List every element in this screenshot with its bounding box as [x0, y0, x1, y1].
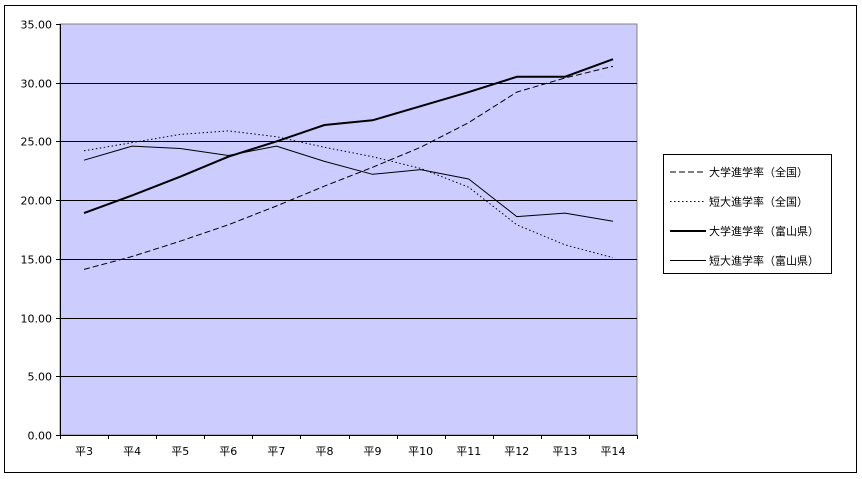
y-tick-label: 5.00 — [28, 371, 53, 384]
x-tick-label: 平8 — [315, 445, 333, 458]
legend-label: 短大進学率（全国） — [709, 195, 808, 209]
plot-area — [59, 23, 638, 436]
y-tick-label: 10.00 — [21, 313, 53, 326]
x-tick-label: 平12 — [504, 445, 529, 458]
grid-lines — [60, 83, 637, 377]
y-axis: 0.00 5.00 10.00 15.00 20.00 25.00 30.00 35.00 — [21, 19, 61, 443]
series-line-4 — [83, 145, 614, 222]
x-tick-label: 平14 — [600, 445, 625, 458]
series-line-2 — [83, 130, 614, 259]
y-tick-label: 35.00 — [21, 19, 53, 32]
x-tick-label: 平10 — [408, 445, 433, 458]
legend: 大学進学率（全国） 短大進学率（全国） 大学進学率（富山県） 短大進学率（富山県） — [670, 165, 819, 268]
y-tick-label: 30.00 — [21, 78, 53, 91]
legend-label: 大学進学率（全国） — [709, 165, 808, 179]
y-tick-label: 25.00 — [21, 136, 53, 149]
series-line-1 — [83, 65, 614, 270]
series-lines — [83, 58, 614, 270]
series-line-3 — [83, 58, 614, 215]
x-tick-label: 平4 — [123, 445, 141, 458]
legend-label: 大学進学率（富山県） — [709, 224, 819, 238]
x-tick-label: 平5 — [171, 445, 189, 458]
x-tick-label: 平3 — [75, 445, 93, 458]
x-tick-label: 平6 — [219, 445, 237, 458]
y-tick-label: 15.00 — [21, 254, 53, 267]
x-tick-label: 平7 — [267, 445, 285, 458]
x-tick-label: 平13 — [552, 445, 577, 458]
x-axis: 平3 平4 平5 平6 平7 平8 平9 平10 平11 平12 平13 平14 — [60, 435, 638, 458]
legend-label: 短大進学率（富山県） — [709, 254, 819, 268]
x-tick-label: 平9 — [364, 445, 382, 458]
x-tick-label: 平11 — [456, 445, 481, 458]
legend-box — [663, 154, 832, 274]
y-tick-label: 20.00 — [21, 195, 53, 208]
y-tick-label: 0.00 — [28, 430, 53, 443]
